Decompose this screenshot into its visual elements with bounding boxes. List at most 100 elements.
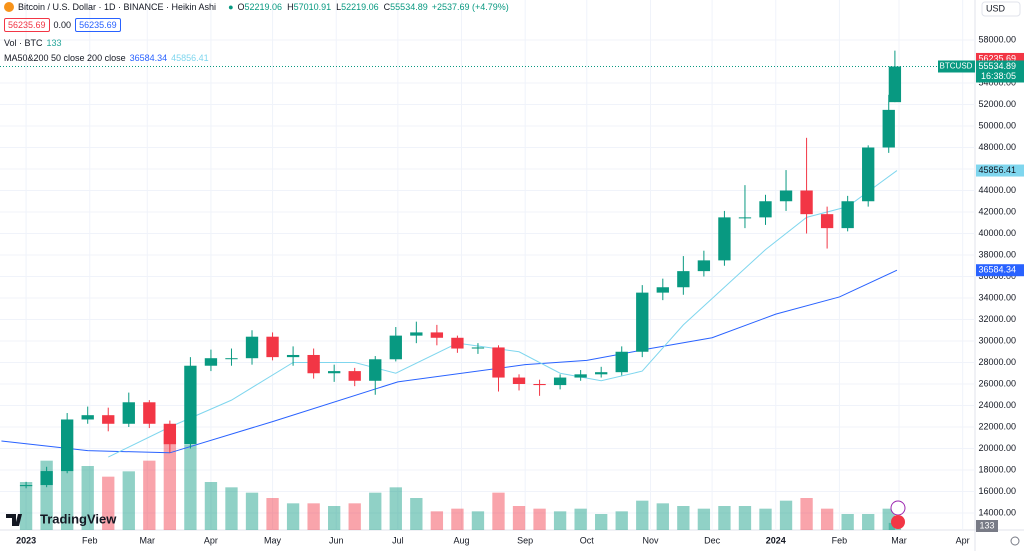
buy-price[interactable]: 56235.69 <box>75 18 121 32</box>
volume-bar <box>266 498 279 530</box>
candle-body <box>533 384 546 386</box>
candle-body <box>19 485 33 487</box>
candle-body <box>862 147 875 202</box>
settings-icon[interactable] <box>1010 536 1020 546</box>
volume-bar <box>820 508 834 530</box>
volume-bar <box>779 500 793 530</box>
volume-tag <box>976 520 998 532</box>
x-tick-label: Apr <box>204 535 218 545</box>
currency[interactable]: USD <box>986 3 1006 13</box>
dot: ● <box>228 2 234 12</box>
ma50-value: 45856.41 <box>171 53 209 63</box>
brand: TradingView <box>40 511 117 526</box>
sell-price[interactable]: 56235.69 <box>4 18 50 32</box>
ohlc-value: 52219.06 <box>244 2 283 12</box>
volume-bar <box>102 476 115 530</box>
candle-body <box>738 217 752 219</box>
y-tick-label: 24000.00 <box>978 400 1016 410</box>
ohlc-item: L52219.06 <box>336 2 379 12</box>
volume-bar <box>204 482 218 530</box>
volume-bar <box>862 514 875 530</box>
candle-body <box>328 371 341 374</box>
volume-bar <box>718 506 731 530</box>
y-tick-label: 44000.00 <box>978 185 1016 195</box>
candle-body <box>225 358 238 360</box>
volume-bar <box>61 455 74 530</box>
ohlc-key: O <box>237 2 245 12</box>
y-tick-label: 32000.00 <box>978 314 1016 324</box>
volume-bar <box>81 466 94 530</box>
volume-bar <box>800 498 813 530</box>
candle-body <box>184 365 197 445</box>
ma-line <box>108 170 898 458</box>
volume-bar <box>677 506 690 530</box>
event-icon[interactable] <box>890 500 906 516</box>
grid <box>0 0 975 530</box>
candle-body <box>61 419 74 472</box>
x-tick-label: Mar <box>140 535 156 545</box>
volume-legend: Vol · BTC 133 <box>4 38 62 48</box>
countdown: 16:38:05 <box>981 71 1016 81</box>
symbol-row: Bitcoin / U.S. Dollar · 1D · BINANCE · H… <box>4 2 509 12</box>
volume-pane <box>19 434 902 530</box>
volume-bar <box>492 492 505 530</box>
y-tick-label: 14000.00 <box>978 507 1016 517</box>
ma-line <box>1 269 898 454</box>
candle-body <box>163 423 177 445</box>
y-tick-label: 58000.00 <box>978 34 1016 44</box>
symbol-tag <box>938 60 975 73</box>
y-tick-label: 30000.00 <box>978 335 1016 345</box>
volume-bar <box>245 492 259 530</box>
volume-bar <box>841 514 854 530</box>
ohlc-key: H <box>287 2 294 12</box>
flag-icon[interactable] <box>891 515 905 529</box>
volume-bar <box>636 500 649 530</box>
candle-body <box>574 374 587 378</box>
ohlc-item: O52219.06 <box>238 2 283 12</box>
volume-value: 133 <box>46 38 62 48</box>
ma-price-label: 45856.41 <box>978 165 1016 175</box>
ohlc-item: C55534.89 <box>384 2 428 12</box>
y-tick-label: 20000.00 <box>978 443 1016 453</box>
candle-body <box>820 214 834 229</box>
candle-body <box>286 354 300 358</box>
x-tick-label: May <box>264 535 282 545</box>
volume-bar <box>451 508 464 530</box>
volume-bar <box>286 503 300 530</box>
volume-bar <box>430 511 444 530</box>
candle-body <box>656 287 669 293</box>
ma-price-label: 36584.34 <box>978 265 1016 275</box>
currency-button[interactable] <box>981 1 1021 17</box>
ohlc-value: 55534.89 <box>390 2 428 12</box>
candle-body <box>677 271 690 288</box>
candle-body <box>471 347 485 349</box>
candle-body <box>122 402 135 424</box>
volume-bar <box>143 460 156 530</box>
high-tag-label: 56235.69 <box>978 53 1016 63</box>
candle-body <box>759 201 772 218</box>
candle-body <box>245 336 259 359</box>
x-tick-label: Oct <box>580 535 595 545</box>
candle-body <box>389 335 402 360</box>
symbol-tag-label: BTCUSD <box>940 62 973 71</box>
ma200-value: 36584.34 <box>129 53 168 63</box>
y-tick-label: 38000.00 <box>978 249 1016 259</box>
volume-bar <box>122 471 135 530</box>
x-tick-label: Aug <box>454 535 470 545</box>
x-tick-label: Dec <box>704 535 721 545</box>
candle-body <box>718 217 731 261</box>
candle-body <box>81 415 94 420</box>
candle-body <box>430 332 444 338</box>
volume-bar <box>163 434 177 530</box>
axes: 14000.00 16000.00 18000.00 20000.00 22000.00… <box>0 34 1024 545</box>
volume-bar <box>574 508 587 530</box>
volume-bar <box>595 514 608 530</box>
candle-body <box>595 372 608 375</box>
x-tick-label: Nov <box>642 535 659 545</box>
ohlc: O52219.06 H57010.91 L52219.06 C55534.89 <box>238 2 428 12</box>
ohlc-item: H57010.91 <box>287 2 331 12</box>
x-tick-label: Jul <box>392 535 404 545</box>
y-tick-label: 48000.00 <box>978 142 1016 152</box>
candle-body <box>697 260 711 272</box>
